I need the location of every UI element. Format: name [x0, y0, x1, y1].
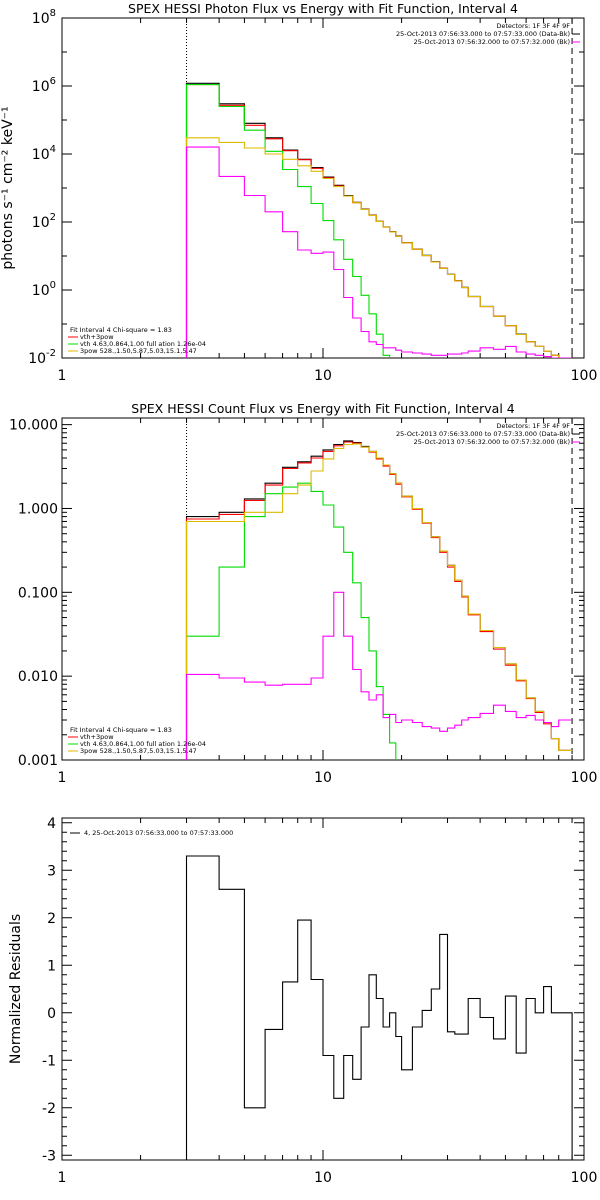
- legend-bottomleft-text: 3pow 528.,1.50,5.87,5.03,15.1,5.47: [80, 747, 197, 755]
- chart-panel-1: SPEX HESSI Photon Flux vs Energy with Fi…: [0, 1, 597, 384]
- legend-topright-text: 25-Oct-2013 07:56:33.000 to 07:57:33.000…: [396, 430, 570, 438]
- legend-bottomleft-text: Fit Interval 4 Chi-square = 1.83: [70, 726, 172, 734]
- y-tick-label: -2: [42, 1101, 56, 1117]
- y-tick-label: 4: [47, 816, 56, 832]
- y-tick-label: 0.001: [18, 753, 58, 769]
- y-tick-label: 2: [47, 911, 56, 927]
- legend-topright-text: Detectors: 1F 3F 4F 9F: [496, 22, 570, 30]
- chart-panel-3: 1 10 100 -3 -2 -1 0 1 2 3 4 Normalized Residuals 4, …: [8, 816, 597, 1186]
- series-line-4: [185, 443, 573, 760]
- legend-topleft-text: 4, 25-Oct-2013 07:56:33.000 to 07:57:33.…: [84, 829, 233, 837]
- x-tick-label: 1: [58, 1170, 67, 1186]
- legend-bottomleft-text: vth 4.63,0.864,1.00 full ation 1.26e-04: [80, 740, 206, 748]
- series-line-5: [185, 146, 573, 358]
- legend-topright-text: 25-Oct-2013 07:56:33.000 to 07:57:33.000…: [396, 30, 570, 38]
- chart-title: SPEX HESSI Photon Flux vs Energy with Fi…: [128, 1, 518, 16]
- series-group: [185, 82, 573, 358]
- y-tick-label: 3: [47, 863, 56, 879]
- x-tick-label: 10: [314, 1170, 332, 1186]
- series-line-5: [185, 591, 573, 760]
- y-axis-label: photons s⁻¹ cm⁻² keV⁻¹: [0, 106, 16, 269]
- y-tick-label: 1.000: [18, 501, 58, 517]
- y-tick-label: 106: [32, 76, 56, 95]
- series-line-4: [185, 137, 573, 358]
- series-line-1: [185, 440, 573, 760]
- series-group: [185, 440, 573, 760]
- legend-bottomleft-text: vth+3pow: [80, 333, 114, 341]
- y-tick-label: 102: [32, 212, 56, 231]
- series-line-3: [185, 84, 391, 358]
- y-tick-label: 0.010: [18, 669, 58, 685]
- x-tick-label: 100: [571, 1170, 598, 1186]
- x-tick-label: 1: [58, 770, 67, 786]
- y-tick-label: 108: [32, 8, 56, 27]
- x-tick-label: 10: [314, 368, 332, 384]
- legend-bottomleft-text: 3pow 528.,1.50,5.87,5.03,15.1,5.47: [80, 347, 197, 355]
- y-axis-label: Normalized Residuals: [8, 914, 24, 1064]
- legend-topright-text: Detectors: 1F 3F 4F 9F: [496, 422, 570, 430]
- y-tick-label: 100: [32, 280, 56, 299]
- series-line-3: [185, 482, 397, 760]
- x-tick-label: 100: [571, 368, 598, 384]
- legend-bottomleft-text: vth 4.63,0.864,1.00 full ation 1.26e-04: [80, 340, 206, 348]
- series-line-2: [185, 441, 573, 760]
- x-tick-label: 1: [58, 368, 67, 384]
- plot-frame: [61, 17, 585, 359]
- legend-bottomleft-text: vth+3pow: [80, 733, 114, 741]
- chart-panel-2: SPEX HESSI Count Flux vs Energy with Fit…: [9, 401, 597, 786]
- x-tick-label: 100: [571, 770, 598, 786]
- y-tick-label: 0.100: [18, 585, 58, 601]
- series-line-1: [185, 855, 573, 1160]
- y-tick-label: 104: [32, 144, 56, 163]
- y-tick-label: -3: [42, 1148, 56, 1164]
- chart-title: SPEX HESSI Count Flux vs Energy with Fit…: [131, 401, 514, 416]
- y-tick-label: 10.000: [9, 418, 58, 434]
- legend-bottomleft-text: Fit Interval 4 Chi-square = 1.83: [70, 326, 172, 334]
- x-tick-label: 10: [314, 770, 332, 786]
- y-tick-label: 10-2: [28, 348, 56, 367]
- y-tick-label: 1: [47, 958, 56, 974]
- series-group: [185, 855, 573, 1160]
- legend-topright-text: 25-Oct-2013 07:56:32.000 to 07:57:32.000…: [414, 38, 570, 46]
- y-tick-label: 0: [47, 1006, 56, 1022]
- y-tick-label: -1: [42, 1053, 56, 1069]
- legend-topright-text: 25-Oct-2013 07:56:32.000 to 07:57:32.000…: [414, 438, 570, 446]
